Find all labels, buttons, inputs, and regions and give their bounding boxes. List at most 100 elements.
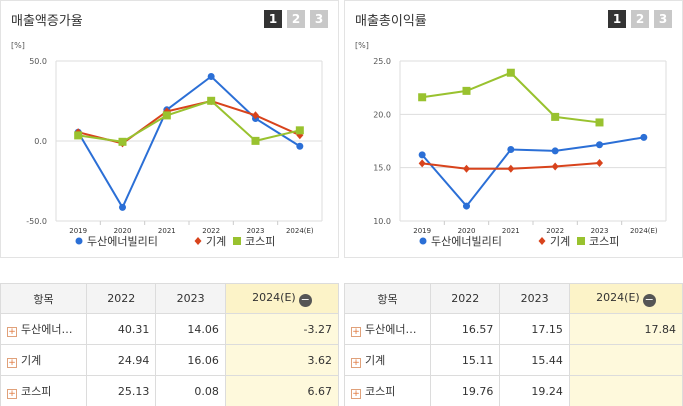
expand-plus-icon[interactable]: + xyxy=(7,389,17,399)
gross-margin-table: 항목 2022 2023 2024(E) − + 두산에너… 16.57 17.15… xyxy=(344,283,683,406)
data-point xyxy=(74,131,83,140)
sales-growth-panel: 매출액증가율 1 2 3 [%] 50.0 0.0 -50.0 2019 2020 2021… xyxy=(0,0,339,258)
header-2022: 2022 xyxy=(85,283,157,314)
y-tick-label: -50.0 xyxy=(26,217,47,226)
page-3-button[interactable]: 3 xyxy=(310,10,328,28)
page-1-button[interactable]: 1 xyxy=(264,10,282,28)
legend-label: 코스피 xyxy=(589,235,619,248)
header-item: 항목 xyxy=(0,283,87,314)
gross-margin-chart: [%] 25.0 20.0 15.0 10.0 2019 2020 2021 2022 2023 2… xyxy=(355,41,667,248)
x-tick-label: 2023 xyxy=(247,227,265,235)
row-name-cell: + 기계 xyxy=(0,344,87,376)
data-point xyxy=(507,164,515,173)
sales-growth-chart: [%] 50.0 0.0 -50.0 2019 2020 2021 2022 2023 2024(… xyxy=(11,41,323,248)
data-point xyxy=(418,93,427,102)
data-point xyxy=(507,146,515,154)
y-tick-label: 25.0 xyxy=(373,57,391,66)
series-line xyxy=(421,136,644,208)
y-tick-label: 50.0 xyxy=(29,57,47,66)
expand-plus-icon[interactable]: + xyxy=(351,389,361,399)
x-tick-label: 2024(E) xyxy=(630,227,658,235)
cell-2024e xyxy=(568,344,683,376)
page-selector: 1 2 3 xyxy=(608,10,672,28)
data-point xyxy=(463,202,470,210)
y-unit-label: [%] xyxy=(11,41,25,50)
collapse-minus-icon[interactable]: − xyxy=(298,292,312,307)
cell-2024e: 17.84 xyxy=(568,313,683,345)
row-name-cell: + 코스피 xyxy=(344,375,431,406)
legend-label: 기계 xyxy=(550,235,570,248)
cell-2022: 24.94 xyxy=(85,344,157,376)
header-2023: 2023 xyxy=(499,283,570,314)
legend-marker xyxy=(538,237,546,245)
data-point xyxy=(640,133,648,141)
header-2024e: 2024(E) − xyxy=(568,283,683,314)
series-line xyxy=(77,75,301,210)
page-2-button[interactable]: 2 xyxy=(631,10,649,28)
data-point xyxy=(506,68,515,77)
row-label: 기계 xyxy=(365,354,386,367)
header-2024e-label: 2024(E) xyxy=(252,290,296,304)
expand-plus-icon[interactable]: + xyxy=(7,327,17,337)
legend-marker xyxy=(419,237,427,245)
legend-label: 두산에너빌리티 xyxy=(431,235,502,248)
expand-plus-icon[interactable]: + xyxy=(351,327,361,337)
data-point xyxy=(207,73,215,81)
series-line xyxy=(78,99,301,143)
row-label: 코스피 xyxy=(21,385,52,398)
gross-margin-panel: 매출총이익률 1 2 3 [%] 25.0 20.0 15.0 10.0 2019 2020… xyxy=(344,0,683,258)
legend-marker xyxy=(75,237,83,245)
data-point xyxy=(296,142,304,150)
legend-label: 두산에너빌리티 xyxy=(87,235,158,248)
row-label: 코스피 xyxy=(365,385,396,398)
table-row: + 코스피 19.76 19.24 xyxy=(344,375,683,406)
cell-2023: 19.24 xyxy=(499,375,570,406)
row-name-cell: + 두산에너… xyxy=(344,313,431,345)
cell-2024e: -3.27 xyxy=(224,313,340,345)
cell-2022: 40.31 xyxy=(85,313,157,345)
cell-2023: 0.08 xyxy=(155,375,226,406)
page-3-button[interactable]: 3 xyxy=(654,10,672,28)
table-header-row: 항목 2022 2023 2024(E) − xyxy=(344,283,683,314)
expand-plus-icon[interactable]: + xyxy=(351,358,361,368)
cell-2024e: 6.67 xyxy=(224,375,340,406)
header-item: 항목 xyxy=(344,283,431,314)
table-row: + 기계 15.11 15.44 xyxy=(344,344,683,376)
row-label: 두산에너… xyxy=(365,323,417,336)
row-label: 기계 xyxy=(21,354,42,367)
legend-marker xyxy=(194,237,202,245)
table-row: + 두산에너… 40.31 14.06 -3.27 xyxy=(0,313,340,345)
legend-label: 코스피 xyxy=(245,235,275,248)
table-row: + 두산에너… 16.57 17.15 17.84 xyxy=(344,313,683,345)
page-2-button[interactable]: 2 xyxy=(287,10,305,28)
data-point xyxy=(551,112,560,121)
x-tick-label: 2022 xyxy=(546,227,564,235)
data-point xyxy=(551,162,559,171)
cell-2024e xyxy=(568,375,683,406)
header-2024e-label: 2024(E) xyxy=(596,290,640,304)
expand-plus-icon[interactable]: + xyxy=(7,358,17,368)
y-tick-label: 20.0 xyxy=(373,110,391,119)
sales-growth-table: 항목 2022 2023 2024(E) − + 두산에너… 40.31 14.06… xyxy=(0,283,340,406)
data-point xyxy=(595,118,604,127)
data-point xyxy=(551,147,559,155)
panel-title: 매출액증가율 xyxy=(11,14,83,29)
y-tick-label: 15.0 xyxy=(373,164,391,173)
cell-2023: 15.44 xyxy=(499,344,570,376)
data-point xyxy=(463,164,470,173)
data-point xyxy=(207,96,216,105)
data-point xyxy=(418,159,426,168)
legend-label: 기계 xyxy=(206,235,226,248)
x-tick-label: 2019 xyxy=(413,227,431,235)
collapse-minus-icon[interactable]: − xyxy=(642,292,656,307)
x-tick-label: 2020 xyxy=(458,227,476,235)
cell-2022: 25.13 xyxy=(85,375,157,406)
page-1-button[interactable]: 1 xyxy=(608,10,626,28)
cell-2023: 16.06 xyxy=(155,344,226,376)
x-tick-label: 2020 xyxy=(114,227,132,235)
row-name-cell: + 두산에너… xyxy=(0,313,87,345)
page-selector: 1 2 3 xyxy=(264,10,328,28)
series-line xyxy=(422,71,600,124)
data-point xyxy=(295,126,304,135)
x-tick-label: 2024(E) xyxy=(286,227,314,235)
